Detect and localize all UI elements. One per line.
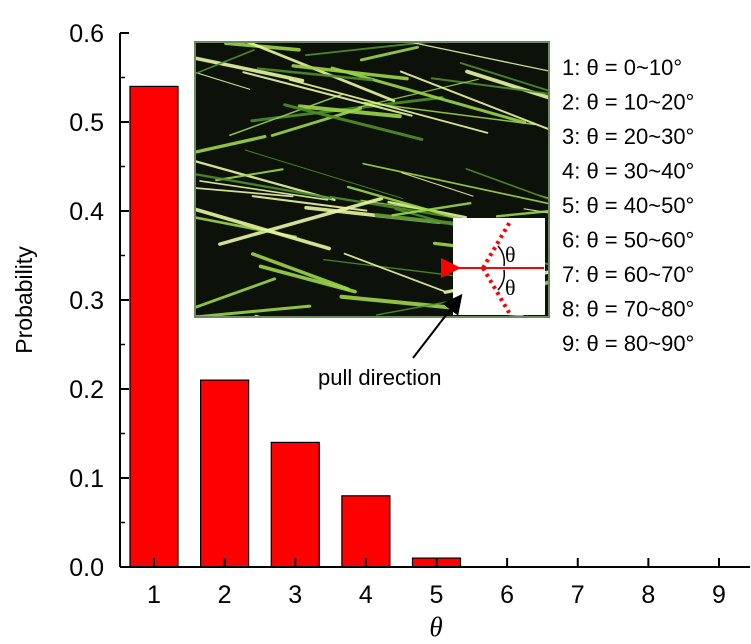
fiber-stroke xyxy=(195,134,267,154)
fiber-stroke xyxy=(279,316,288,317)
legend-entry: 1: θ = 0~10° xyxy=(562,55,682,80)
fiber-stroke xyxy=(254,314,264,317)
bar-4 xyxy=(341,495,391,568)
dotted-line-lower-icon xyxy=(481,266,513,318)
fiber-stroke xyxy=(330,66,527,124)
fiber-stroke xyxy=(195,49,255,75)
fiber-stroke xyxy=(291,64,409,81)
y-tick-label: 0.4 xyxy=(69,198,104,226)
fiber-stroke xyxy=(362,162,549,205)
fiber-stroke xyxy=(218,196,384,246)
fiber-stroke xyxy=(391,201,472,217)
theta-lower-label: θ xyxy=(505,275,516,300)
fiber-stroke xyxy=(195,187,294,198)
fiber-stroke xyxy=(195,304,312,317)
fiber-stroke xyxy=(399,70,549,131)
fiber-stroke xyxy=(304,42,438,57)
fiber-stroke xyxy=(359,45,419,62)
legend-entry: 2: θ = 10~20° xyxy=(562,90,694,115)
legend-entry: 3: θ = 20~30° xyxy=(562,124,694,149)
fiber-stroke xyxy=(242,71,413,117)
y-axis-label: Probability xyxy=(11,246,37,354)
fiber-stroke xyxy=(195,207,331,251)
fiber-stroke xyxy=(229,93,343,136)
fiber-stroke xyxy=(376,300,450,316)
x-tick-label: 7 xyxy=(571,581,585,609)
fiber-stroke xyxy=(258,264,357,294)
fiber-stroke xyxy=(495,209,549,218)
legend-entry: 7: θ = 60~70° xyxy=(562,262,694,287)
fiber-stroke xyxy=(195,56,305,83)
fiber-stroke xyxy=(401,172,474,197)
x-tick-label: 5 xyxy=(430,581,444,609)
angle-arc-upper-icon xyxy=(497,245,506,267)
fiber-stroke xyxy=(406,42,549,72)
fiber-stroke xyxy=(343,252,445,293)
bar-2 xyxy=(200,379,250,568)
legend: 1: θ = 0~10° 2: θ = 10~20° 3: θ = 20~30° 4:… xyxy=(562,55,694,356)
y-tick-label: 0.6 xyxy=(69,20,104,48)
legend-entry: 5: θ = 40~50° xyxy=(562,193,694,218)
fiber-stroke xyxy=(215,168,284,182)
x-tick-label: 8 xyxy=(641,581,655,609)
inset-border xyxy=(194,41,550,318)
fiber-stroke xyxy=(195,173,333,200)
fiber-stroke xyxy=(430,77,549,95)
x-tick-label: 3 xyxy=(288,581,302,609)
y-tick-label: 0.0 xyxy=(69,554,104,582)
x-tick-label: 2 xyxy=(218,581,232,609)
x-tick-label: 9 xyxy=(712,581,726,609)
fiber-stroke xyxy=(199,180,329,201)
fiber-stroke xyxy=(244,149,403,199)
bar-1 xyxy=(129,85,179,568)
dotted-line-upper-icon xyxy=(481,218,513,270)
y-ticks: 0.0 0.1 0.2 0.3 0.4 0.5 0.6 xyxy=(69,20,129,582)
y-tick-label: 0.1 xyxy=(69,465,104,493)
annotation-arrow-icon xyxy=(412,293,463,359)
fiber-stroke xyxy=(348,322,547,363)
pull-direction-annotation: pull direction xyxy=(318,365,442,390)
x-tick-label: 1 xyxy=(147,581,161,609)
legend-entry: 9: θ = 80~90° xyxy=(562,331,694,356)
angle-arc-lower-icon xyxy=(497,269,506,291)
angle-diagram: θ θ xyxy=(441,218,545,318)
fiber-stroke xyxy=(358,78,479,108)
fiber-stroke xyxy=(283,103,424,141)
fiber-stroke xyxy=(465,168,549,200)
fiber-stroke xyxy=(251,252,350,291)
fiber-stroke xyxy=(288,78,489,134)
y-tick-label: 0.2 xyxy=(69,376,104,404)
legend-entry: 4: θ = 30~40° xyxy=(562,159,694,184)
y-tick-label: 0.3 xyxy=(69,287,104,315)
x-axis-label: θ xyxy=(429,612,442,642)
fiber-stroke xyxy=(256,67,374,82)
fiber-stroke xyxy=(195,71,251,90)
fiber-stroke xyxy=(195,160,336,202)
x-tick-label: 6 xyxy=(500,581,514,609)
fiber-stroke xyxy=(465,69,549,100)
angle-diagram-box xyxy=(453,218,545,315)
bar-3 xyxy=(270,441,320,568)
fiber-stroke xyxy=(363,101,536,126)
fiber-stroke xyxy=(297,104,402,119)
fiber-stroke xyxy=(195,277,277,310)
fiber-stroke xyxy=(459,62,549,92)
y-tick-label: 0.5 xyxy=(69,109,104,137)
fiber-stroke xyxy=(317,42,322,43)
x-tick-label: 4 xyxy=(359,581,373,609)
legend-entry: 6: θ = 50~60° xyxy=(562,228,694,253)
theta-upper-label: θ xyxy=(505,242,516,267)
legend-entry: 8: θ = 70~80° xyxy=(562,297,694,322)
x-ticks: 1 2 3 4 5 6 7 8 9 xyxy=(147,558,726,609)
